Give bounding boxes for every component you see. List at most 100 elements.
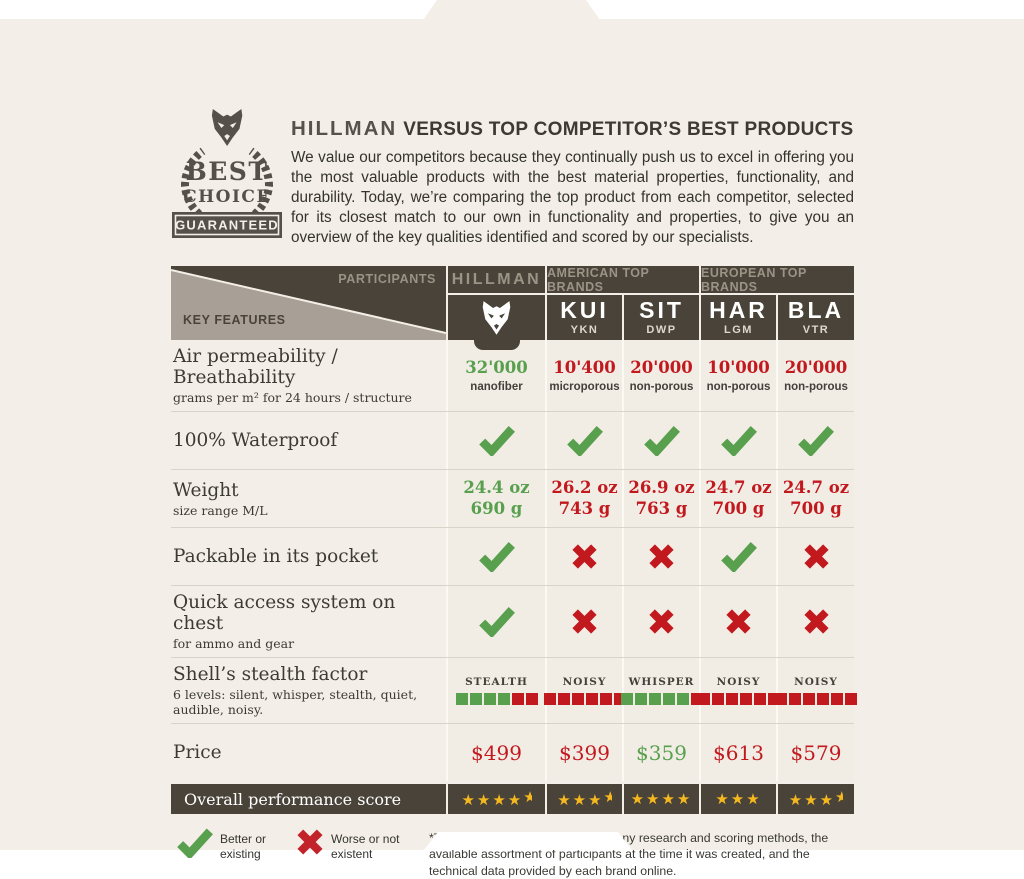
- check-icon: [478, 607, 515, 638]
- price-value: $579: [790, 740, 842, 765]
- meter-bar: [455, 693, 538, 706]
- value-number: 20'000: [784, 358, 848, 378]
- meter-bar: [697, 693, 780, 706]
- cross-icon: [649, 544, 674, 569]
- overall-score-row: Overall performance score ★★★★ ★★★ ★★★★ ★★★…: [171, 784, 854, 815]
- feature-cell: Price: [171, 724, 446, 782]
- meter-segment: [711, 693, 724, 706]
- check-icon: [478, 542, 515, 573]
- value-number: 32'000: [465, 358, 528, 378]
- value-cell: [778, 586, 854, 658]
- star-rating: ★★★★: [557, 790, 612, 810]
- value-subtitle: non-porous: [629, 380, 694, 393]
- value-cell: 10'000 non-porous: [701, 340, 776, 412]
- feature-subtitle: for ammo and gear: [173, 636, 295, 652]
- brand-logotype: HILLMAN: [291, 117, 398, 140]
- feature-subtitle: size range M/L: [173, 502, 268, 518]
- price-value: $399: [559, 740, 610, 765]
- value-cell: NOISY: [775, 658, 857, 724]
- value-cell: [547, 586, 622, 658]
- cross-icon: [297, 829, 323, 855]
- value-cell: 24.7 oz 700 g: [778, 470, 854, 528]
- value-line1: 26.9 oz: [628, 478, 695, 498]
- brand-sub: VTR: [802, 324, 830, 337]
- badge-ribbon-text: GUARANTEED: [175, 218, 279, 233]
- header-text-block: HILLMAN VERSUS TOP COMPETITOR’S BEST PROD…: [291, 117, 854, 248]
- value-line1: 24.7 oz: [782, 478, 850, 498]
- value-cell: 20'000 non-porous: [624, 340, 699, 412]
- value-line2: 690 g: [470, 498, 523, 518]
- meter-segment: [845, 693, 857, 706]
- value-cell: [448, 412, 545, 470]
- value-number: 10'000: [707, 358, 770, 378]
- badge-graphic: BEST CHOICE GUARANTEED: [172, 108, 282, 238]
- brand-name: HAR: [709, 297, 768, 324]
- cross-icon: [572, 544, 597, 569]
- star-rating-cell: ★★★: [701, 784, 776, 815]
- table-row: Weight size range M/L 24.4 oz 690 g 26.2 …: [171, 469, 854, 528]
- page-title: HILLMAN VERSUS TOP COMPETITOR’S BEST PROD…: [291, 117, 854, 141]
- meter-label: STEALTH: [465, 676, 528, 689]
- brand-cell-kui: KUI YKN: [547, 295, 622, 341]
- brand-cell-sit: SIT DWP: [624, 295, 699, 341]
- meter-label: WHISPER: [628, 676, 695, 689]
- meter-label: NOISY: [794, 676, 838, 689]
- feature-name: Air permeability / Breathability: [173, 346, 338, 389]
- value-cell: STEALTH: [448, 658, 545, 724]
- meter-segment: [648, 693, 661, 706]
- legend-check-item: Better or existing: [177, 828, 282, 861]
- table-row: Air permeability / Breathability grams p…: [171, 340, 854, 412]
- star-rating: ★★★★: [630, 789, 693, 808]
- legend-check-label: Better or existing: [220, 832, 267, 861]
- brand-cell-bla: BLA VTR: [778, 295, 854, 341]
- brand-sub: DWP: [646, 324, 677, 337]
- meter-bar: [775, 693, 857, 706]
- value-cell: 26.9 oz 763 g: [624, 470, 699, 528]
- value-cell: [778, 528, 854, 586]
- value-cell: [701, 528, 776, 586]
- title-text: VERSUS TOP COMPETITOR’S BEST PRODUCTS: [403, 119, 854, 140]
- feature-name: Packable in its pocket: [173, 546, 379, 568]
- guaranteed-ribbon: GUARANTEED: [172, 212, 282, 238]
- value-cell: 26.2 oz 743 g: [547, 470, 622, 528]
- star-rating: ★★★★★: [461, 790, 531, 810]
- brand-name: SIT: [639, 297, 684, 324]
- table-body: Air permeability / Breathability grams p…: [171, 340, 857, 782]
- value-number: 20'000: [630, 358, 693, 378]
- feature-name: Price: [173, 742, 222, 764]
- value-subtitle: nanofiber: [470, 380, 523, 393]
- table-row: Packable in its pocket: [171, 527, 854, 586]
- legend-cross-item: Worse or not existent: [296, 828, 403, 861]
- value-cell: $399: [547, 724, 622, 782]
- feature-name: 100% Waterproof: [173, 430, 338, 452]
- content-card: BEST CHOICE GUARANTEED HILLMAN VERSUS TOP…: [0, 19, 1024, 878]
- check-icon: [720, 426, 757, 457]
- table-row: Quick access system on chest for ammo an…: [171, 585, 854, 658]
- value-line2: 743 g: [558, 498, 611, 518]
- table-row: Price $499 $399 $359 $613 $579: [171, 723, 854, 782]
- feature-subtitle: grams per m² for 24 hours / structure: [173, 390, 412, 406]
- value-cell: [624, 412, 699, 470]
- feature-name: Weight: [173, 479, 239, 501]
- price-value: $359: [636, 740, 687, 765]
- feature-subtitle: 6 levels: silent, whisper, stealth, quie…: [173, 687, 418, 718]
- table-row: Shell’s stealth factor 6 levels: silent,…: [171, 657, 857, 724]
- meter-segment: [634, 693, 647, 706]
- value-line2: 763 g: [635, 498, 688, 518]
- feature-cell: Air permeability / Breathability grams p…: [171, 340, 446, 412]
- comparison-table: PARTICIPANTS KEY FEATURES HILLMAN AMERIC…: [171, 266, 857, 815]
- value-cell: [448, 528, 545, 586]
- value-cell: [624, 528, 699, 586]
- cross-icon: [803, 544, 829, 569]
- value-cell: [778, 412, 854, 470]
- meter-segment: [739, 693, 752, 706]
- price-value: $613: [713, 740, 764, 765]
- meter-segment: [543, 693, 556, 706]
- meter-segment: [585, 693, 598, 706]
- table-header: PARTICIPANTS KEY FEATURES HILLMAN AMERIC…: [171, 266, 854, 351]
- check-icon: [566, 426, 603, 457]
- meter-segment: [620, 693, 633, 706]
- meter-segment: [775, 693, 787, 706]
- star-rating: ★★★★: [788, 790, 844, 810]
- feature-name: Quick access system on chest: [173, 592, 396, 635]
